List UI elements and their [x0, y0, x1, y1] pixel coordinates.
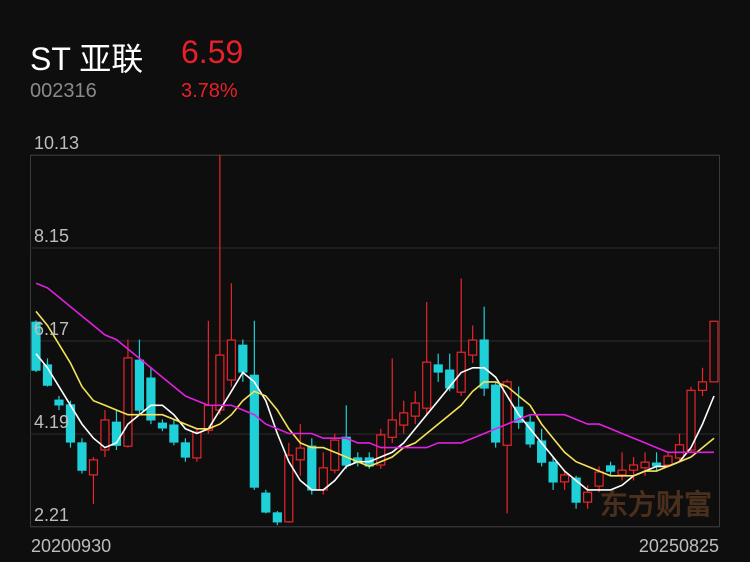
candle-body [582, 491, 593, 503]
candle-body [445, 369, 455, 389]
candle-body [111, 421, 122, 446]
candle-body [180, 442, 190, 458]
x-tick-label: 20250825 [639, 536, 719, 556]
candle-body [560, 474, 570, 483]
candle-body [628, 464, 639, 471]
ma-lines [35, 282, 715, 491]
candles [31, 155, 719, 526]
stock-price: 6.59 [181, 34, 244, 70]
candle-body [226, 339, 236, 381]
y-tick-label: 2.21 [34, 505, 69, 525]
candle-body [491, 384, 501, 443]
candle-body [77, 442, 87, 471]
candle-body [571, 477, 581, 503]
y-tick-label: 6.17 [34, 319, 69, 339]
candle-body [341, 436, 351, 466]
candle-body [284, 454, 294, 523]
candle-body [307, 445, 317, 491]
candle-body [399, 412, 409, 426]
candle-body [686, 389, 696, 451]
stock-name: ST 亚联 [30, 41, 144, 77]
candle-body [54, 399, 64, 406]
candle-body [376, 434, 386, 466]
candle-body [605, 465, 616, 472]
moving-average-line [35, 353, 715, 491]
candle-body [123, 357, 133, 447]
y-tick-label: 4.19 [34, 412, 69, 432]
x-tick-label: 20200930 [31, 536, 111, 556]
candle-body [203, 404, 213, 431]
candle-body [100, 419, 110, 451]
candle-body [617, 469, 627, 476]
candle-body [479, 339, 489, 389]
candle-body [674, 444, 685, 459]
candle-body [272, 512, 282, 523]
candle-body [651, 462, 662, 467]
candle-body [261, 492, 271, 513]
candle-body [318, 467, 328, 491]
stock-code: 002316 [30, 80, 97, 102]
labels: 2.21 4.19 6.17 8.15 10.13 20200930 20250825 [31, 133, 719, 556]
y-tick-label: 10.13 [34, 133, 79, 153]
candle-body [422, 361, 432, 409]
candle-body [215, 354, 225, 411]
candle-body [192, 431, 202, 459]
candle-body [663, 455, 673, 466]
candle-body [537, 440, 547, 463]
watermark: 东方财富 [600, 488, 712, 520]
candle-body [548, 461, 558, 483]
candle-body [238, 344, 248, 373]
grid [30, 154, 720, 528]
candle-body [249, 374, 259, 488]
moving-average-line [35, 310, 715, 477]
y-tick-label: 8.15 [34, 226, 69, 246]
candle-body [88, 459, 99, 476]
candle-body [295, 447, 305, 461]
candle-body [146, 377, 156, 421]
candle-body [502, 381, 512, 446]
moving-average-line [35, 282, 714, 454]
stock-change: 3.78% [181, 80, 238, 102]
candle-body [157, 422, 168, 429]
candle-body [410, 402, 420, 417]
candle-body [134, 359, 145, 411]
candle-body [433, 364, 443, 373]
candle-body [387, 419, 397, 438]
candle-body [640, 461, 650, 469]
candle-body [169, 424, 179, 443]
candle-body [31, 321, 41, 371]
candle-body [697, 381, 708, 391]
candle-body [594, 471, 604, 487]
candle-body [468, 339, 478, 356]
candle-body [330, 439, 340, 471]
candle-body [709, 320, 719, 383]
